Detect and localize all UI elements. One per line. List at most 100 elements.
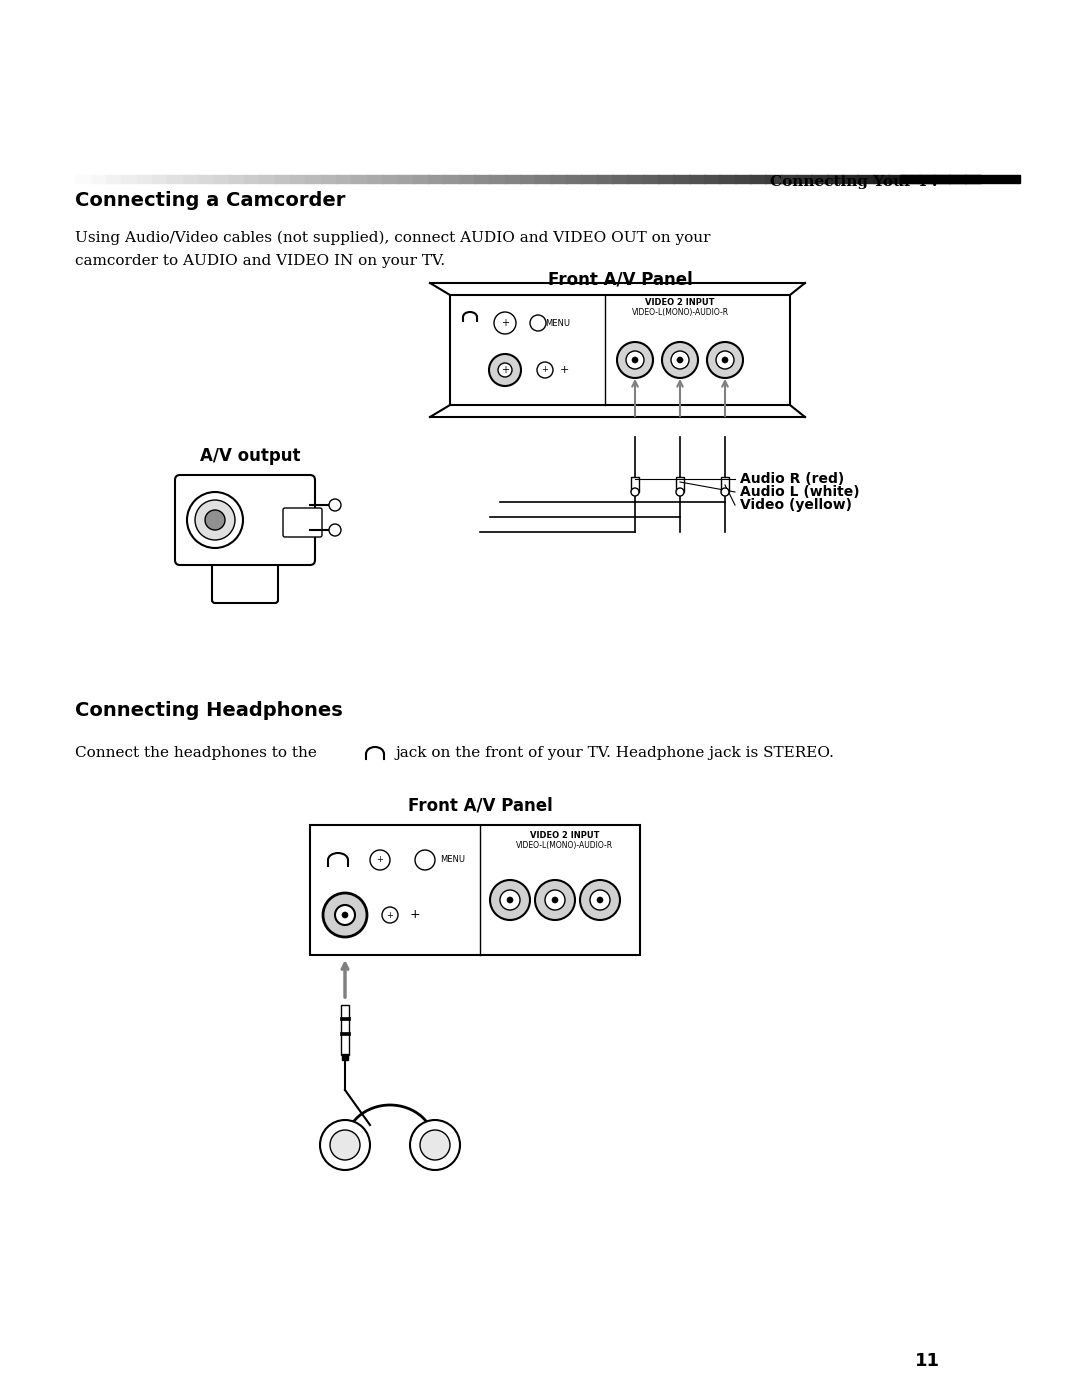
Bar <box>631 476 639 492</box>
Circle shape <box>707 342 743 379</box>
Text: +: + <box>501 319 509 328</box>
Bar <box>900 175 1020 183</box>
Text: +: + <box>561 365 569 374</box>
Bar <box>949 175 966 183</box>
Bar <box>121 175 137 183</box>
Bar <box>214 175 230 183</box>
Bar <box>76 175 92 183</box>
FancyBboxPatch shape <box>283 509 322 536</box>
Bar <box>581 175 597 183</box>
Bar <box>811 175 827 183</box>
Bar <box>341 1004 349 1055</box>
Circle shape <box>320 1120 370 1171</box>
Circle shape <box>420 1130 450 1160</box>
Circle shape <box>498 363 512 377</box>
Circle shape <box>676 488 684 496</box>
Bar <box>351 175 367 183</box>
Bar <box>489 175 505 183</box>
Text: +: + <box>541 366 549 374</box>
Bar <box>673 175 690 183</box>
Circle shape <box>723 358 728 363</box>
Circle shape <box>329 524 341 536</box>
Bar <box>382 175 399 183</box>
Bar <box>459 175 475 183</box>
Bar <box>676 476 684 492</box>
Bar <box>60 175 77 183</box>
Bar <box>750 175 767 183</box>
Text: VIDEO 2 INPUT: VIDEO 2 INPUT <box>530 831 599 840</box>
Circle shape <box>415 849 435 870</box>
Bar <box>504 175 521 183</box>
Bar <box>934 175 950 183</box>
Bar <box>306 175 322 183</box>
Bar <box>340 1032 350 1035</box>
Circle shape <box>342 912 348 918</box>
Circle shape <box>330 1130 360 1160</box>
Text: MENU: MENU <box>545 319 570 327</box>
Circle shape <box>597 897 603 902</box>
Bar <box>781 175 797 183</box>
Text: A/V output: A/V output <box>200 447 300 465</box>
Text: Connecting a Camcorder: Connecting a Camcorder <box>75 191 346 210</box>
Bar <box>658 175 674 183</box>
Bar <box>689 175 705 183</box>
Text: +: + <box>387 911 393 919</box>
Circle shape <box>545 890 565 909</box>
Bar <box>340 1017 350 1020</box>
FancyBboxPatch shape <box>310 826 640 956</box>
FancyBboxPatch shape <box>450 295 789 405</box>
Text: Video (yellow): Video (yellow) <box>740 497 852 511</box>
Circle shape <box>490 880 530 921</box>
Bar <box>566 175 582 183</box>
Text: MENU: MENU <box>440 855 465 865</box>
Bar <box>167 175 184 183</box>
Bar <box>596 175 613 183</box>
Text: Front A/V Panel: Front A/V Panel <box>407 798 552 814</box>
Text: jack on the front of your TV. Headphone jack is STEREO.: jack on the front of your TV. Headphone … <box>395 746 834 760</box>
Bar <box>519 175 537 183</box>
Circle shape <box>323 893 367 937</box>
Text: VIDEO 2 INPUT: VIDEO 2 INPUT <box>645 298 715 307</box>
Bar <box>551 175 567 183</box>
Bar <box>367 175 383 183</box>
Text: Connecting Your TV: Connecting Your TV <box>769 175 940 189</box>
Circle shape <box>500 890 519 909</box>
Bar <box>397 175 414 183</box>
Text: camcorder to AUDIO and VIDEO IN on your TV.: camcorder to AUDIO and VIDEO IN on your … <box>75 254 445 268</box>
Circle shape <box>335 905 355 925</box>
Bar <box>183 175 199 183</box>
Circle shape <box>535 880 575 921</box>
Bar <box>291 175 307 183</box>
Circle shape <box>494 312 516 334</box>
Circle shape <box>507 897 513 902</box>
Text: Audio L (white): Audio L (white) <box>740 485 860 499</box>
Bar <box>719 175 735 183</box>
Bar <box>919 175 935 183</box>
Bar <box>198 175 214 183</box>
Bar <box>873 175 889 183</box>
Bar <box>321 175 337 183</box>
Bar <box>721 476 729 492</box>
Circle shape <box>195 500 235 541</box>
Text: +: + <box>410 908 420 922</box>
Text: Audio R (red): Audio R (red) <box>740 472 845 486</box>
Text: 11: 11 <box>915 1352 940 1370</box>
Bar <box>536 175 552 183</box>
Bar <box>826 175 843 183</box>
Circle shape <box>489 353 521 386</box>
Circle shape <box>530 314 546 331</box>
Bar <box>229 175 245 183</box>
Bar <box>796 175 812 183</box>
Circle shape <box>631 488 639 496</box>
Circle shape <box>580 880 620 921</box>
Bar <box>643 175 659 183</box>
Bar <box>274 175 291 183</box>
Text: +: + <box>377 855 383 865</box>
Bar <box>842 175 859 183</box>
Bar <box>734 175 751 183</box>
Circle shape <box>370 849 390 870</box>
Circle shape <box>721 488 729 496</box>
Circle shape <box>552 897 558 902</box>
Bar <box>888 175 904 183</box>
Text: Front A/V Panel: Front A/V Panel <box>548 270 692 288</box>
